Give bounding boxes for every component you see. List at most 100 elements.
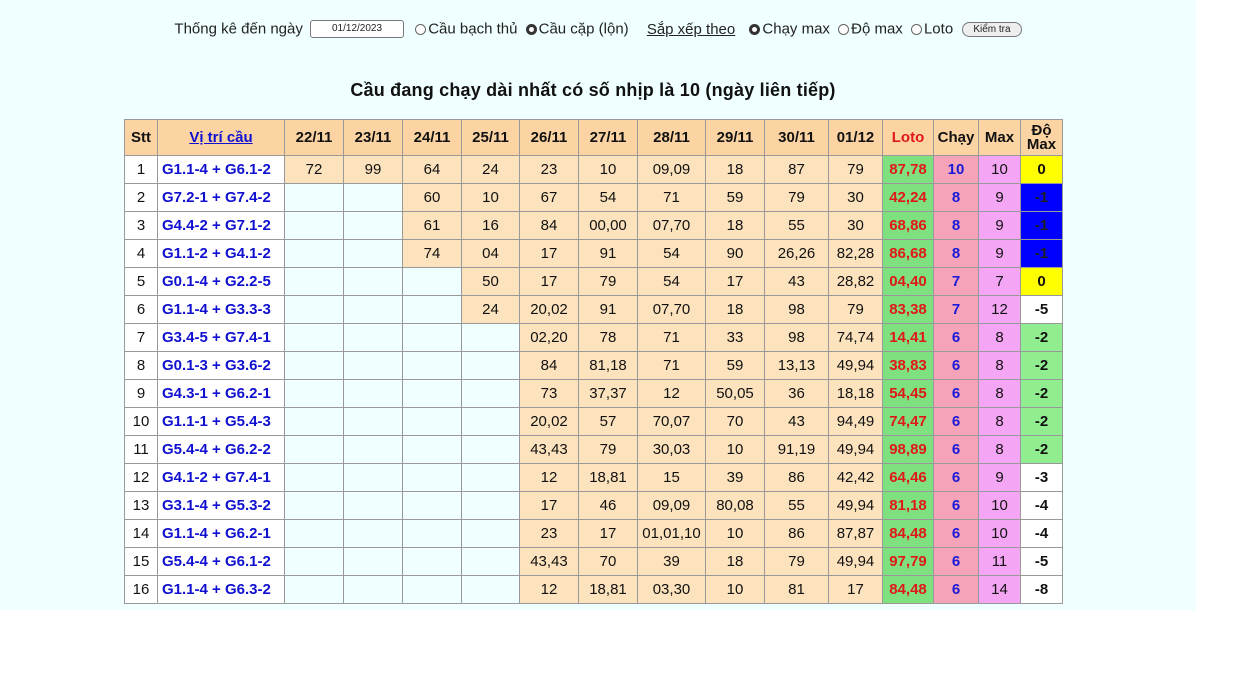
table-body: 1 G1.1-4 + G6.1-2 72 99 64 24 23 10 09,09 18 87 79 8… — [124, 155, 1063, 604]
position-cell[interactable]: G4.4-2 + G7.1-2 — [157, 211, 285, 240]
day-cell: 67 — [519, 183, 579, 212]
run-cell: 6 — [933, 519, 979, 548]
stt-cell: 15 — [124, 547, 158, 576]
position-cell[interactable]: G1.1-4 + G6.1-2 — [157, 155, 285, 184]
sort-option[interactable]: Loto — [923, 20, 954, 38]
position-cell[interactable]: G1.1-4 + G6.3-2 — [157, 575, 285, 604]
position-cell[interactable]: G1.1-4 + G6.2-1 — [157, 519, 285, 548]
position-cell[interactable]: G1.1-1 + G5.4-3 — [157, 407, 285, 436]
max-cell: 7 — [978, 267, 1021, 296]
position-cell[interactable]: G5.4-4 + G6.2-2 — [157, 435, 285, 464]
column-header: 30/11 — [764, 119, 829, 156]
delta-cell: 0 — [1020, 267, 1063, 296]
day-cell: 71 — [637, 323, 706, 352]
day-cell: 79 — [828, 155, 883, 184]
sort-option[interactable]: Độ max — [851, 20, 903, 38]
position-cell[interactable]: G3.4-5 + G7.4-1 — [157, 323, 285, 352]
loto-cell: 14,41 — [882, 323, 934, 352]
column-header: 24/11 — [402, 119, 462, 156]
day-cell — [402, 575, 462, 604]
day-cell — [284, 323, 344, 352]
day-cell — [284, 379, 344, 408]
run-cell: 6 — [933, 407, 979, 436]
day-cell: 37,37 — [578, 379, 638, 408]
position-cell[interactable]: G7.2-1 + G7.4-2 — [157, 183, 285, 212]
day-cell: 59 — [705, 351, 765, 380]
day-cell — [284, 519, 344, 548]
sort-option[interactable]: Chạy max — [762, 20, 830, 38]
max-cell: 10 — [978, 519, 1021, 548]
position-cell[interactable]: G3.1-4 + G5.3-2 — [157, 491, 285, 520]
max-cell: 8 — [978, 435, 1021, 464]
position-cell[interactable]: G0.1-4 + G2.2-5 — [157, 267, 285, 296]
delta-cell: -2 — [1020, 435, 1063, 464]
day-cell — [284, 463, 344, 492]
max-cell: 10 — [978, 155, 1021, 184]
day-cell — [461, 547, 520, 576]
table-row: 2 G7.2-1 + G7.4-2 60 10 67 54 71 59 79 30 42,24 8 9-… — [124, 183, 1063, 212]
day-cell — [343, 463, 403, 492]
run-cell: 6 — [933, 435, 979, 464]
loto-cell: 84,48 — [882, 575, 934, 604]
table-row: 13 G3.1-4 + G5.3-2 17 46 09,09 80,08 55 49,94 81… — [124, 491, 1063, 520]
position-cell[interactable]: G4.1-2 + G7.4-1 — [157, 463, 285, 492]
day-cell: 55 — [764, 491, 829, 520]
table-row: 12 G4.1-2 + G7.4-1 12 18,81 15 39 86 42,42 64,46… — [124, 463, 1063, 492]
day-cell — [461, 379, 520, 408]
day-cell — [343, 183, 403, 212]
run-cell: 6 — [933, 547, 979, 576]
header-row: Stt Vị trí cầu 22/11 23/11 24/11 25/11 26/11 27… — [124, 119, 1063, 156]
day-cell: 17 — [578, 519, 638, 548]
day-cell — [284, 295, 344, 324]
day-cell: 39 — [637, 547, 706, 576]
column-header: 26/11 — [519, 119, 579, 156]
day-cell: 18,81 — [578, 463, 638, 492]
column-header: 01/12 — [828, 119, 883, 156]
option-label[interactable]: Cầu cặp (lộn) — [538, 20, 629, 38]
loto-cell: 83,38 — [882, 295, 934, 324]
stt-cell: 9 — [124, 379, 158, 408]
submit-button[interactable]: Kiểm tra — [962, 21, 1022, 37]
radio[interactable] — [415, 23, 427, 35]
day-cell: 87 — [764, 155, 829, 184]
max-cell: 8 — [978, 351, 1021, 380]
radio[interactable] — [525, 23, 537, 35]
position-cell[interactable]: G1.1-4 + G3.3-3 — [157, 295, 285, 324]
position-cell[interactable]: G1.1-2 + G4.1-2 — [157, 239, 285, 268]
position-cell[interactable]: G4.3-1 + G6.2-1 — [157, 379, 285, 408]
day-cell: 09,09 — [637, 491, 706, 520]
radio[interactable] — [749, 23, 761, 35]
table-row: 16 G1.1-4 + G6.3-2 12 18,81 03,30 10 81 17 84,48… — [124, 575, 1063, 604]
background: Thống kê đến ngày 01/12/2023 Cầu bạch th… — [0, 0, 1196, 610]
day-cell: 70 — [578, 547, 638, 576]
day-cell — [402, 547, 462, 576]
day-cell: 07,70 — [637, 211, 706, 240]
day-cell — [343, 575, 403, 604]
day-cell: 80,08 — [705, 491, 765, 520]
radio[interactable] — [910, 23, 922, 35]
day-cell — [343, 407, 403, 436]
day-cell: 54 — [637, 267, 706, 296]
day-cell: 23 — [519, 155, 579, 184]
day-cell: 17 — [519, 267, 579, 296]
position-cell[interactable]: G5.4-4 + G6.1-2 — [157, 547, 285, 576]
day-cell: 86 — [764, 463, 829, 492]
day-cell — [402, 267, 462, 296]
sort-link[interactable]: Sắp xếp theo — [646, 20, 736, 38]
date-input[interactable]: 01/12/2023 — [310, 20, 405, 39]
day-cell: 42,42 — [828, 463, 883, 492]
column-header: 23/11 — [343, 119, 403, 156]
radio[interactable] — [838, 23, 850, 35]
day-cell — [343, 519, 403, 548]
delta-cell: -3 — [1020, 463, 1063, 492]
day-cell: 79 — [578, 267, 638, 296]
column-header[interactable]: Vị trí cầu — [157, 119, 285, 156]
position-cell[interactable]: G0.1-3 + G3.6-2 — [157, 351, 285, 380]
day-cell: 13,13 — [764, 351, 829, 380]
day-cell: 07,70 — [637, 295, 706, 324]
day-cell: 74 — [402, 239, 462, 268]
day-cell: 43,43 — [519, 435, 579, 464]
day-cell — [284, 491, 344, 520]
day-cell: 20,02 — [519, 295, 579, 324]
option-label[interactable]: Cầu bạch thủ — [428, 20, 518, 38]
